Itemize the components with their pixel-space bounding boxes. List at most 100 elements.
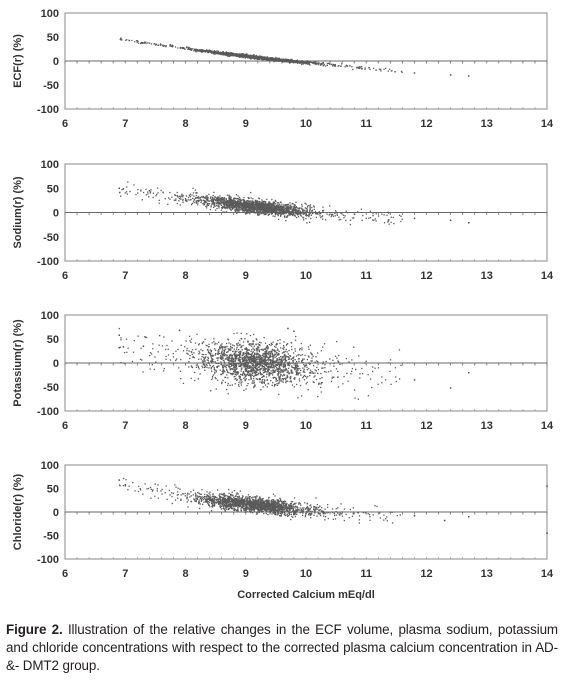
data-point xyxy=(211,355,214,357)
data-point xyxy=(229,205,231,207)
data-point xyxy=(238,211,240,213)
data-point xyxy=(244,379,246,381)
data-point xyxy=(159,43,162,45)
data-point xyxy=(338,216,340,218)
data-point xyxy=(291,372,293,374)
data-point xyxy=(190,198,192,201)
data-point xyxy=(232,203,234,205)
data-point xyxy=(212,199,215,201)
data-point xyxy=(236,197,238,200)
data-point xyxy=(381,381,383,384)
data-point xyxy=(273,206,275,209)
data-point xyxy=(265,206,267,209)
x-tick-label: 14 xyxy=(541,118,554,130)
data-point xyxy=(238,353,240,355)
data-point xyxy=(306,358,309,361)
data-point xyxy=(223,364,225,367)
data-point xyxy=(243,200,245,203)
data-point xyxy=(331,377,333,379)
data-point xyxy=(315,62,317,65)
data-point xyxy=(219,348,221,350)
data-point xyxy=(285,211,287,213)
data-point xyxy=(306,368,308,371)
data-point xyxy=(304,207,306,209)
data-point xyxy=(236,344,238,346)
data-point xyxy=(224,354,226,357)
data-point xyxy=(259,213,261,215)
data-point xyxy=(279,355,282,358)
data-point xyxy=(258,354,261,356)
data-point xyxy=(298,349,301,351)
data-point xyxy=(299,60,301,62)
data-point xyxy=(145,41,147,43)
data-point xyxy=(191,353,193,356)
data-point xyxy=(246,210,249,212)
data-point xyxy=(163,336,165,338)
data-point xyxy=(245,201,247,203)
data-point xyxy=(296,209,298,212)
data-point xyxy=(251,364,254,367)
data-point xyxy=(317,361,319,363)
data-point xyxy=(299,210,301,212)
data-point xyxy=(225,366,227,369)
data-point xyxy=(164,197,166,200)
data-point xyxy=(223,349,226,351)
data-point xyxy=(288,60,291,62)
data-point xyxy=(262,378,264,381)
data-point xyxy=(205,205,207,208)
data-point xyxy=(249,200,251,203)
data-point xyxy=(192,200,195,202)
data-point xyxy=(210,356,213,358)
data-point xyxy=(232,202,234,204)
data-point xyxy=(231,384,234,386)
data-point xyxy=(245,212,247,215)
data-point xyxy=(278,356,280,359)
data-point xyxy=(321,381,323,384)
data-point xyxy=(280,358,283,360)
data-point xyxy=(278,58,280,61)
data-point xyxy=(322,209,324,212)
data-point xyxy=(392,216,394,219)
data-point xyxy=(242,372,244,375)
data-point xyxy=(238,356,241,358)
data-point xyxy=(270,210,273,213)
data-point xyxy=(336,213,338,215)
data-point xyxy=(299,347,301,350)
data-point xyxy=(281,352,284,354)
data-point xyxy=(206,198,209,200)
data-point xyxy=(270,342,272,344)
data-point xyxy=(207,52,209,54)
data-point xyxy=(215,52,217,54)
data-point xyxy=(216,207,218,210)
data-point xyxy=(226,203,228,206)
data-point xyxy=(219,52,222,54)
data-point xyxy=(274,203,277,205)
data-point xyxy=(244,207,246,209)
data-point xyxy=(251,208,254,210)
data-point xyxy=(164,45,166,47)
data-point xyxy=(218,341,220,344)
data-point xyxy=(253,210,255,212)
data-point xyxy=(182,194,184,197)
data-point xyxy=(281,59,284,61)
data-point xyxy=(240,345,242,347)
data-point xyxy=(214,343,216,346)
data-point xyxy=(360,66,362,68)
data-point xyxy=(254,371,256,373)
y-tick-label: 50 xyxy=(47,334,59,346)
data-point xyxy=(250,55,252,57)
data-point xyxy=(224,362,226,364)
data-point xyxy=(292,361,294,363)
data-point xyxy=(302,219,305,221)
data-point xyxy=(170,45,173,47)
data-point xyxy=(242,210,244,212)
data-point xyxy=(292,212,294,215)
data-point xyxy=(320,383,322,385)
data-point xyxy=(253,380,255,382)
data-point xyxy=(220,53,222,56)
data-point xyxy=(322,62,324,64)
data-point xyxy=(214,372,216,374)
data-point xyxy=(287,59,290,61)
data-point xyxy=(129,190,131,193)
data-point xyxy=(276,359,278,361)
